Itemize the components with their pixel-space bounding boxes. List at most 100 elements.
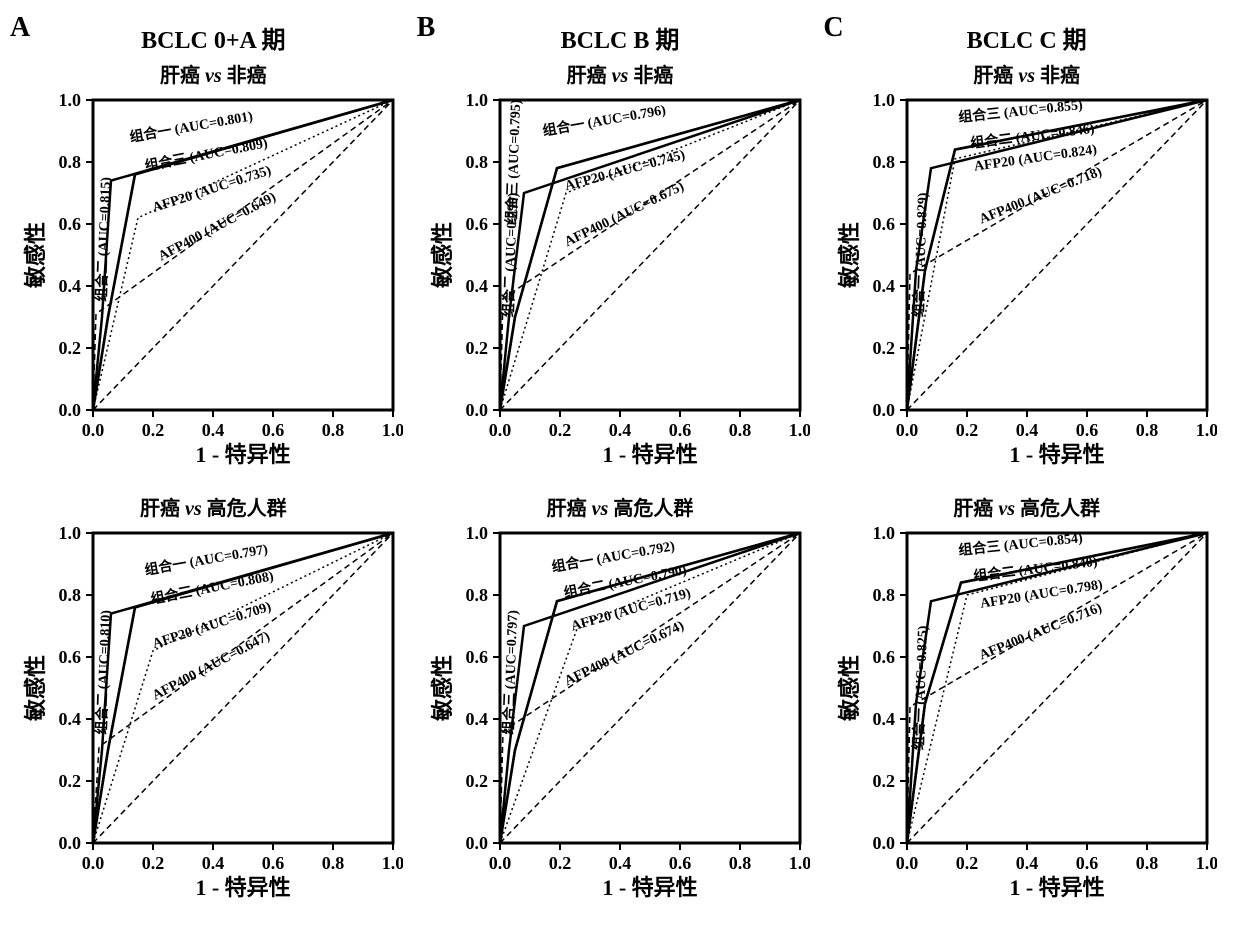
svg-text:0.2: 0.2 [955,853,978,873]
roc-plot: 0.00.0 0.2 0.2 0.4 0.4 0.6 0.6 0.8 0.8 1.0 1.0 1 - … [23,90,403,480]
x-axis-label: 1 - 特异性 [602,442,697,467]
x-axis-label: 1 - 特异性 [196,442,291,467]
svg-text:0.2: 0.2 [955,420,978,440]
svg-text:0.4: 0.4 [202,420,225,440]
svg-text:0.4: 0.4 [872,709,895,729]
svg-text:0.6: 0.6 [262,853,285,873]
svg-text:0.0: 0.0 [82,420,105,440]
panel-r1-c1: 肝癌 vs 高危人群0.00.00.20.20.40.40.60.60.80.8… [427,490,814,913]
curve-label-combo2: 组合二 (AUC=0.815) [93,176,114,301]
svg-text:0.8: 0.8 [872,152,895,172]
svg-text:0.6: 0.6 [669,853,692,873]
svg-text:0.6: 0.6 [1075,853,1098,873]
svg-text:0.4: 0.4 [1015,853,1038,873]
svg-text:0.6: 0.6 [1075,420,1098,440]
svg-text:1.0: 1.0 [1195,420,1216,440]
svg-text:0.0: 0.0 [895,853,918,873]
svg-text:0.0: 0.0 [59,400,82,420]
svg-text:0.0: 0.0 [872,400,895,420]
svg-text:0.0: 0.0 [489,853,512,873]
panel-subtitle: 肝癌 vs 高危人群 [833,492,1220,521]
svg-text:0.0: 0.0 [59,833,82,853]
curve-label-combo1: 组合一 (AUC=0.801) [129,107,255,145]
svg-text:0.2: 0.2 [872,338,895,358]
roc-plot: 0.00.00.20.20.40.40.60.60.80.81.01.01 - … [430,523,810,913]
x-axis-label: 1 - 特异性 [1009,875,1104,900]
svg-text:0.2: 0.2 [59,338,82,358]
svg-text:1.0: 1.0 [59,523,82,543]
y-axis-label: 敏感性 [837,222,862,289]
roc-plot: 0.00.00.20.20.40.40.60.60.80.81.01.01 - … [430,90,810,480]
svg-text:0.8: 0.8 [322,420,345,440]
panel-r0-c2: CBCLC C 期肝癌 vs 非癌0.00.00.20.20.40.40.60.… [833,20,1220,480]
panel-letter: A [10,12,30,44]
svg-text:0.8: 0.8 [729,853,752,873]
svg-text:0.8: 0.8 [465,585,488,605]
svg-text:1.0: 1.0 [789,420,810,440]
y-axis-label: 敏感性 [430,222,455,289]
svg-text:0.6: 0.6 [262,420,285,440]
curve-label-afp400: AFP400 (AUC=0.718) [977,164,1104,227]
svg-text:0.2: 0.2 [142,420,165,440]
roc-plot: 0.00.00.20.20.40.40.60.60.80.81.01.01 - … [23,523,403,913]
column-title: BCLC 0+A 期 [20,20,407,55]
svg-text:0.8: 0.8 [729,420,752,440]
svg-text:0.6: 0.6 [872,647,895,667]
svg-text:0.4: 0.4 [465,276,488,296]
svg-text:0.0: 0.0 [895,420,918,440]
svg-text:0.0: 0.0 [82,853,105,873]
y-axis-label: 敏感性 [23,655,48,722]
curve-label-combo2: 组合二 (AUC=0.810) [93,609,114,734]
svg-text:1.0: 1.0 [382,420,403,440]
svg-text:0.0: 0.0 [465,400,488,420]
svg-text:0.4: 0.4 [1015,420,1038,440]
svg-text:0.0: 0.0 [465,833,488,853]
svg-text:0.6: 0.6 [669,420,692,440]
svg-text:1.0: 1.0 [382,853,403,873]
svg-text:0.4: 0.4 [202,853,225,873]
roc-plot: 0.00.00.20.20.40.40.60.60.80.81.01.01 - … [837,90,1217,480]
panel-r0-c0: ABCLC 0+A 期肝癌 vs 非癌0.00.00.20.20.40.40.6… [20,20,407,480]
curve-label-afp400: AFP400 (AUC=0.716) [977,600,1104,663]
panel-subtitle: 肝癌 vs 非癌 [20,59,407,88]
diagonal-line [907,100,1207,410]
svg-text:0.2: 0.2 [465,338,488,358]
column-title: BCLC B 期 [427,20,814,55]
panel-r0-c1: BBCLC B 期肝癌 vs 非癌0.00.00.20.20.40.40.60.… [427,20,814,480]
x-axis-label: 1 - 特异性 [1009,442,1104,467]
svg-text:1.0: 1.0 [465,523,488,543]
panel-subtitle: 肝癌 vs 非癌 [833,59,1220,88]
svg-text:0.2: 0.2 [549,420,572,440]
svg-text:0.2: 0.2 [465,771,488,791]
panel-subtitle: 肝癌 vs 高危人群 [20,492,407,521]
diagonal-line [907,533,1207,843]
svg-text:0.6: 0.6 [465,214,488,234]
svg-text:0.4: 0.4 [872,276,895,296]
y-axis-label: 敏感性 [23,222,48,289]
svg-text:0.6: 0.6 [59,214,82,234]
svg-text:0.2: 0.2 [59,771,82,791]
svg-text:0.8: 0.8 [1135,420,1158,440]
curve-label-combo1: 组合一 (AUC=0.796) [541,101,667,139]
column-title: BCLC C 期 [833,20,1220,55]
diagonal-line [500,100,800,410]
svg-text:0.0: 0.0 [489,420,512,440]
svg-text:0.4: 0.4 [465,709,488,729]
svg-text:0.8: 0.8 [59,152,82,172]
panel-r1-c0: 肝癌 vs 高危人群0.00.00.20.20.40.40.60.60.80.8… [20,490,407,913]
panel-r1-c2: 肝癌 vs 高危人群0.00.00.20.20.40.40.60.60.80.8… [833,490,1220,913]
panel-letter: B [417,12,436,44]
panel-subtitle: 肝癌 vs 非癌 [427,59,814,88]
svg-text:0.0: 0.0 [872,833,895,853]
y-axis-label: 敏感性 [837,655,862,722]
svg-text:0.8: 0.8 [322,853,345,873]
svg-text:0.2: 0.2 [142,853,165,873]
svg-text:0.6: 0.6 [872,214,895,234]
svg-text:1.0: 1.0 [465,90,488,110]
panel-subtitle: 肝癌 vs 高危人群 [427,492,814,521]
y-axis-label: 敏感性 [430,655,455,722]
svg-text:1.0: 1.0 [59,90,82,110]
svg-text:0.4: 0.4 [59,276,82,296]
svg-text:0.8: 0.8 [872,585,895,605]
svg-text:1.0: 1.0 [1195,853,1216,873]
